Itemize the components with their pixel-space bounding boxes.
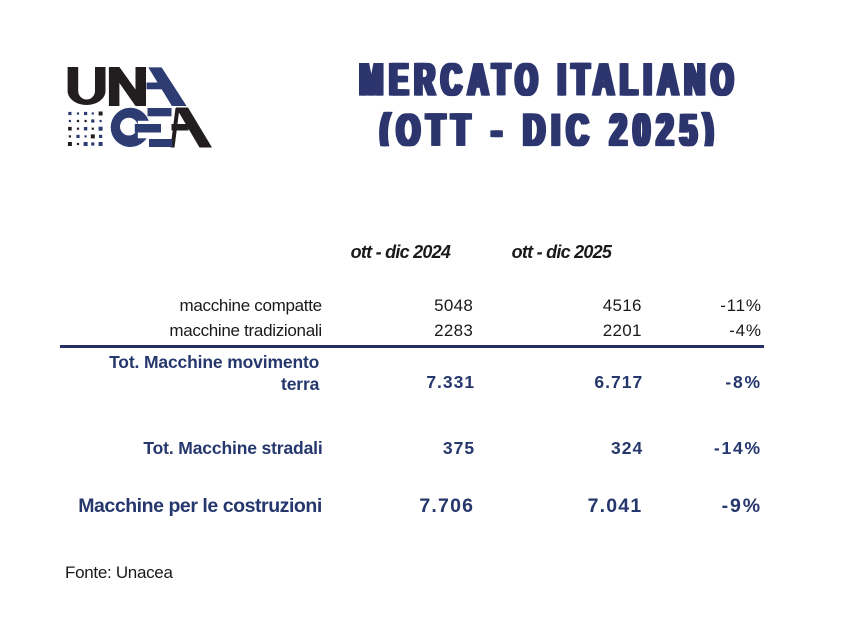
svg-text:MERCATO ITALIANO: MERCATO ITALIANO	[358, 55, 738, 105]
svg-text:(OTT - DIC 2025): (OTT - DIC 2025)	[378, 105, 718, 155]
svg-text:MERCATO ITALIANO: MERCATO ITALIANO	[362, 55, 742, 105]
svg-text:MERCATO ITALIANO: MERCATO ITALIANO	[360, 55, 740, 105]
svg-text:(OTT - DIC 2025): (OTT - DIC 2025)	[382, 105, 722, 155]
svg-text:(OTT - DIC 2025): (OTT - DIC 2025)	[380, 105, 720, 155]
